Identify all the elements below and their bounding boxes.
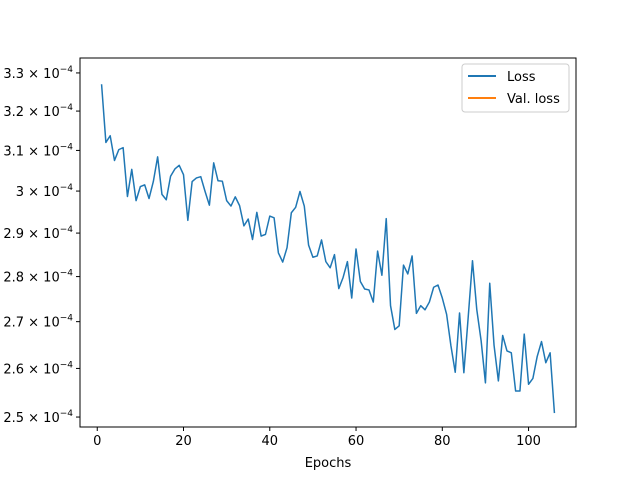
x-tick-label: 20 [175, 434, 192, 449]
y-tick-label: 3 × 10−4 [16, 183, 74, 200]
y-tick-label: 3.3 × 10−4 [3, 65, 73, 82]
x-tick-label: 40 [262, 434, 279, 449]
legend-label-loss: Loss [507, 70, 536, 85]
legend: Loss Val. loss [461, 63, 570, 113]
x-tick-label: 80 [434, 434, 451, 449]
y-tick-label: 3.1 × 10−4 [3, 142, 73, 159]
x-tick-label: 60 [348, 434, 365, 449]
x-tick-label: 0 [93, 434, 101, 449]
y-tick-label: 2.7 × 10−4 [3, 314, 73, 331]
y-tick-label: 2.6 × 10−4 [3, 360, 73, 377]
x-axis-label: Epochs [305, 456, 352, 471]
y-axis-ticks: 2.5 × 10−4 2.6 × 10−4 2.7 × 10−4 2.8 × 10−4… [3, 65, 80, 426]
y-tick-label: 2.8 × 10−4 [3, 269, 73, 286]
x-axis-ticks: 0 20 40 60 80 100 [93, 427, 541, 449]
y-tick-label: 2.9 × 10−4 [3, 225, 73, 242]
y-tick-label: 3.2 × 10−4 [3, 103, 73, 120]
axes-frame [79, 57, 577, 428]
series-line-loss [100, 84, 556, 414]
legend-label-val-loss: Val. loss [507, 92, 560, 107]
y-tick-label: 2.5 × 10−4 [3, 409, 73, 426]
x-tick-label: 100 [516, 434, 541, 449]
plot-area [100, 84, 556, 414]
